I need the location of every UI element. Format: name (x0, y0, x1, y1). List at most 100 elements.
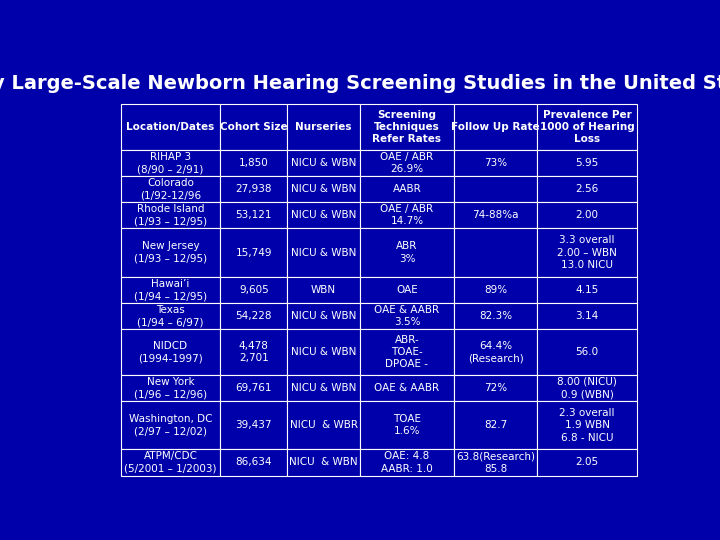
Bar (454, 329, 537, 375)
Bar (537, 228, 637, 277)
Bar (537, 303, 637, 329)
Bar (220, 176, 287, 202)
Text: 27,938: 27,938 (235, 184, 272, 194)
Text: 89%: 89% (484, 285, 508, 295)
Bar (220, 150, 287, 176)
Bar (121, 449, 220, 476)
Bar (121, 277, 220, 303)
Text: Screening
Techniques
Refer Rates: Screening Techniques Refer Rates (372, 110, 441, 144)
Bar (287, 150, 360, 176)
Bar (287, 202, 360, 228)
Bar (454, 303, 537, 329)
Bar (360, 401, 454, 449)
Bar (454, 375, 537, 401)
Text: OAE / ABR
26.9%: OAE / ABR 26.9% (380, 152, 433, 174)
Text: 73%: 73% (484, 158, 508, 168)
Bar (287, 228, 360, 277)
Text: NICU & WBN: NICU & WBN (291, 184, 356, 194)
Text: Cohort Size: Cohort Size (220, 122, 287, 132)
Bar (360, 228, 454, 277)
Text: 56.0: 56.0 (575, 347, 598, 357)
Text: 82.3%: 82.3% (479, 311, 512, 321)
Text: NICU & WBN: NICU & WBN (291, 210, 356, 220)
Bar (121, 228, 220, 277)
Bar (537, 449, 637, 476)
Text: AABR: AABR (392, 184, 421, 194)
Bar (537, 375, 637, 401)
Text: WBN: WBN (311, 285, 336, 295)
Text: Colorado
(1/92-12/96: Colorado (1/92-12/96 (140, 178, 201, 200)
Text: Nurseries: Nurseries (295, 122, 352, 132)
Bar (537, 277, 637, 303)
Bar (537, 150, 637, 176)
Text: NICU & WBN: NICU & WBN (291, 248, 356, 258)
Text: NICU & WBN: NICU & WBN (291, 311, 356, 321)
Bar (360, 150, 454, 176)
Text: OAE / ABR
14.7%: OAE / ABR 14.7% (380, 204, 433, 226)
Text: Rhode Island
(1/93 – 12/95): Rhode Island (1/93 – 12/95) (134, 204, 207, 226)
Bar (220, 329, 287, 375)
Bar (121, 176, 220, 202)
Bar (121, 375, 220, 401)
Text: New York
(1/96 – 12/96): New York (1/96 – 12/96) (134, 376, 207, 399)
Bar (220, 277, 287, 303)
Bar (220, 202, 287, 228)
Text: 5.95: 5.95 (575, 158, 599, 168)
Bar (537, 329, 637, 375)
Text: Follow Up Rate: Follow Up Rate (451, 122, 540, 132)
Bar (454, 277, 537, 303)
Text: 53,121: 53,121 (235, 210, 272, 220)
Text: OAE & AABR
3.5%: OAE & AABR 3.5% (374, 305, 439, 327)
Text: 8.00 (NICU)
0.9 (WBN): 8.00 (NICU) 0.9 (WBN) (557, 376, 617, 399)
Bar (537, 104, 637, 150)
Text: 3.14: 3.14 (575, 311, 599, 321)
Bar (121, 329, 220, 375)
Text: 82.7: 82.7 (484, 420, 508, 430)
Bar (360, 176, 454, 202)
Text: 9,605: 9,605 (239, 285, 269, 295)
Bar (454, 202, 537, 228)
Text: 2.56: 2.56 (575, 184, 599, 194)
Bar (537, 401, 637, 449)
Bar (287, 104, 360, 150)
Bar (220, 228, 287, 277)
Text: 63.8(Research)
85.8: 63.8(Research) 85.8 (456, 451, 535, 474)
Bar (454, 176, 537, 202)
Text: RIHAP 3
(8/90 – 2/91): RIHAP 3 (8/90 – 2/91) (138, 152, 204, 174)
Text: 2.00: 2.00 (575, 210, 598, 220)
Text: OAE: OAE (396, 285, 418, 295)
Bar (454, 228, 537, 277)
Bar (360, 303, 454, 329)
Text: NIDCD
(1994-1997): NIDCD (1994-1997) (138, 341, 203, 363)
Bar (360, 104, 454, 150)
Text: NICU  & WBR: NICU & WBR (289, 420, 358, 430)
Text: NICU  & WBN: NICU & WBN (289, 457, 358, 468)
Text: 54,228: 54,228 (235, 311, 272, 321)
Text: OAE: 4.8
AABR: 1.0: OAE: 4.8 AABR: 1.0 (381, 451, 433, 474)
Bar (220, 104, 287, 150)
Bar (454, 401, 537, 449)
Text: 74-88%a: 74-88%a (472, 210, 519, 220)
Text: Washington, DC
(2/97 – 12/02): Washington, DC (2/97 – 12/02) (129, 414, 212, 436)
Text: 2.3 overall
1.9 WBN
6.8 - NICU: 2.3 overall 1.9 WBN 6.8 - NICU (559, 408, 615, 443)
Text: 1,850: 1,850 (239, 158, 269, 168)
Bar (220, 449, 287, 476)
Text: 3.3 overall
2.00 – WBN
13.0 NICU: 3.3 overall 2.00 – WBN 13.0 NICU (557, 235, 617, 270)
Text: TOAE
1.6%: TOAE 1.6% (393, 414, 421, 436)
Bar (220, 303, 287, 329)
Bar (537, 176, 637, 202)
Bar (537, 202, 637, 228)
Bar (287, 176, 360, 202)
Bar (220, 401, 287, 449)
Bar (454, 104, 537, 150)
Text: Hawai’i
(1/94 – 12/95): Hawai’i (1/94 – 12/95) (134, 279, 207, 301)
Text: New Jersey
(1/93 – 12/95): New Jersey (1/93 – 12/95) (134, 241, 207, 264)
Bar (287, 449, 360, 476)
Text: 4.15: 4.15 (575, 285, 599, 295)
Text: 69,761: 69,761 (235, 383, 272, 393)
Bar (287, 303, 360, 329)
Bar (287, 401, 360, 449)
Text: ATPM/CDC
(5/2001 – 1/2003): ATPM/CDC (5/2001 – 1/2003) (124, 451, 217, 474)
Text: 39,437: 39,437 (235, 420, 272, 430)
Bar (360, 375, 454, 401)
